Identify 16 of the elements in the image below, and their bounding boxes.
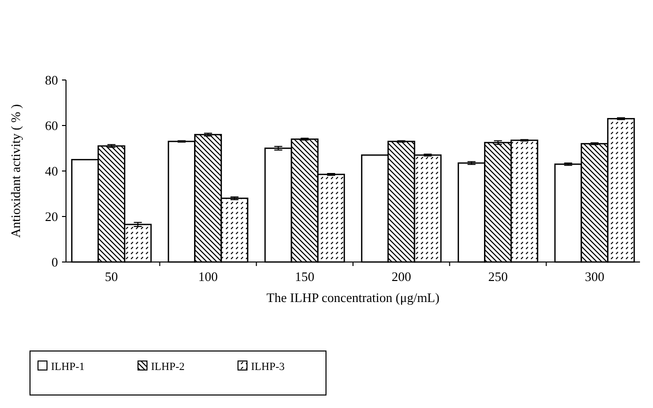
legend-label: ILHP-1 [51, 361, 85, 373]
y-tick-label: 40 [45, 164, 58, 179]
x-tick-label: 300 [584, 269, 604, 284]
x-tick-label: 100 [198, 269, 218, 284]
x-tick-label: 150 [294, 269, 314, 284]
y-tick-label: 20 [45, 209, 58, 224]
y-tick-label: 60 [45, 118, 58, 134]
x-tick-label: 50 [104, 269, 118, 284]
x-tick-label: 250 [488, 269, 508, 284]
y-axis-title: Antioxidant activity ( % ) [8, 104, 23, 238]
legend-label: ILHP-2 [151, 361, 185, 373]
legend-label: ILHP-3 [251, 361, 286, 373]
y-tick-label: 80 [45, 72, 58, 88]
x-tick-label: 200 [392, 269, 412, 284]
x-axis-title: The ILHP concentration (μg/mL) [266, 290, 440, 305]
y-tick-label: 0 [52, 254, 58, 270]
